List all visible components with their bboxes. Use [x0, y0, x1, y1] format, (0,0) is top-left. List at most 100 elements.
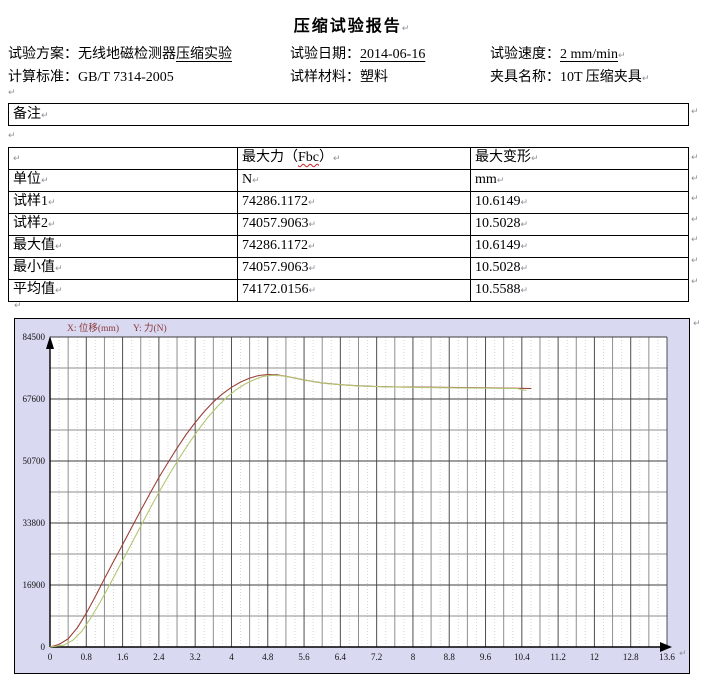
field-test-speed: 试验速度：2 mm/min↵	[490, 43, 698, 66]
paragraph-mark: ↵	[641, 74, 650, 84]
paragraph-mark: ↵	[520, 198, 529, 208]
table-cell: 试样1↵	[8, 191, 238, 214]
paragraph-mark: ↵	[691, 194, 699, 205]
paragraph-mark: ↵	[496, 176, 505, 186]
paragraph-mark: ↵	[693, 319, 701, 329]
paragraph-mark: ↵	[691, 107, 699, 117]
cell-value: N	[242, 172, 253, 187]
table-cell: 74057.9063↵	[237, 257, 471, 280]
x-tick-label: 5.6	[298, 652, 310, 662]
paragraph-mark: ↵	[691, 173, 699, 184]
header-text: ）	[319, 150, 333, 165]
header-term-spellcheck: Fbc	[298, 150, 319, 165]
paragraph-mark: ↵	[617, 51, 626, 61]
table-cell: 平均值↵	[8, 279, 238, 302]
x-tick-label: 9.6	[480, 652, 492, 662]
field-value: 塑料	[360, 70, 388, 85]
x-tick-label: 11.2	[550, 652, 565, 662]
paragraph-mark: ↵	[691, 255, 699, 266]
table-row: 单位↵ N↵ mm↵	[8, 169, 689, 192]
chart-legend: X: 位移(mm) Y: 力(N)	[67, 322, 167, 334]
paragraph-mark: ↵	[520, 220, 529, 230]
paragraph-mark: ↵	[691, 235, 699, 246]
table-header-max-deform: 最大变形↵	[470, 147, 689, 170]
field-value: 10T 压缩夹具	[560, 70, 642, 85]
x-tick-label: 4	[229, 652, 234, 662]
table-row: 最大值↵ 74286.1172↵ 10.6149↵	[8, 235, 689, 258]
cell-value: 平均值	[13, 282, 55, 297]
x-tick-label: 0	[48, 652, 53, 662]
paragraph-mark: ↵	[13, 154, 21, 164]
paragraph-mark: ↵	[252, 176, 260, 186]
cell-value: 最大值	[13, 238, 55, 253]
x-tick-label: 12	[590, 652, 599, 662]
table-cell-empty: ↵	[8, 147, 238, 170]
x-tick-label: 7.2	[371, 652, 382, 662]
field-value-underlined: 2 mm/min	[560, 47, 618, 62]
row-end-marks: ↵ ↵ ↵ ↵ ↵ ↵ ↵	[691, 148, 703, 292]
paragraph-mark: ↵	[531, 154, 539, 164]
paragraph-mark: ↵	[55, 286, 63, 296]
field-fixture-name: 夹具名称：10T 压缩夹具↵	[490, 66, 698, 89]
paragraph-mark: ↵	[520, 286, 529, 296]
cell-value: 10.6149	[475, 238, 521, 253]
x-tick-label: 1.6	[117, 652, 129, 662]
paragraph-mark: ↵	[679, 649, 687, 659]
table-cell: 最大值↵	[8, 235, 238, 258]
report-header: 试验方案：无线地磁检测器压缩实验 试验日期：2014-06-16 试验速度：2 …	[8, 43, 698, 89]
results-table: ↵ 最大力（Fbc）↵ 最大变形↵ 单位↵ N↵ mm↵ 试样1↵ 74286.1172…	[8, 147, 689, 302]
y-tick-label: 50700	[23, 456, 46, 466]
paragraph-mark: ↵	[691, 276, 699, 287]
paragraph-mark: ↵	[401, 24, 410, 34]
paragraph-mark: ↵	[307, 242, 316, 252]
field-value: 无线地磁检测器	[78, 47, 176, 62]
x-tick-label: 0.8	[81, 652, 93, 662]
field-sample-material: 试样材料：塑料	[290, 66, 490, 89]
table-row: 试样1↵ 74286.1172↵ 10.6149↵	[8, 191, 689, 214]
field-value: GB/T 7314-2005	[78, 70, 174, 85]
chart-canvas: 0 0.8 1.6 2.4 3.2 4 4.8 5.6 6.4 7.2 8 8.8 9.6 10.4 11.…	[23, 322, 676, 662]
field-label: 计算标准：	[8, 70, 78, 85]
cell-value: 74057.9063	[242, 260, 309, 275]
page-title-text: 压缩试验报告	[293, 18, 402, 35]
cell-value: 单位	[13, 172, 41, 187]
paragraph-mark: ↵	[308, 286, 317, 296]
table-cell: 10.5588↵	[470, 279, 689, 302]
paragraph-mark: ↵	[48, 220, 56, 230]
field-test-date: 试验日期：2014-06-16	[290, 43, 490, 66]
paragraph-mark: ↵	[8, 131, 16, 141]
y-tick-label: 67600	[23, 394, 46, 404]
header-row-2: 计算标准：GB/T 7314-2005 试样材料：塑料 夹具名称：10T 压缩夹…	[8, 66, 698, 89]
paragraph-mark: ↵	[55, 242, 63, 252]
x-tick-label: 12.8	[623, 652, 639, 662]
cell-value: 10.5028	[475, 260, 521, 275]
table-cell: 74057.9063↵	[237, 213, 471, 236]
header-row-1: 试验方案：无线地磁检测器压缩实验 试验日期：2014-06-16 试验速度：2 …	[8, 43, 698, 66]
field-test-scheme: 试验方案：无线地磁检测器压缩实验	[8, 43, 290, 66]
table-cell: 10.6149↵	[470, 191, 689, 214]
paragraph-mark: ↵	[55, 264, 63, 274]
x-axis-arrow-icon	[660, 642, 672, 652]
y-tick-label: 33800	[23, 518, 46, 528]
y-tick-label: 84500	[23, 332, 46, 342]
cell-value: 10.6149	[475, 194, 521, 209]
field-value-underlined: 压缩实验	[176, 47, 232, 62]
y-axis-arrow-icon	[46, 336, 54, 349]
x-tick-label: 4.8	[262, 652, 274, 662]
paragraph-mark: ↵	[48, 198, 56, 208]
page-title: 压缩试验报告↵	[0, 12, 703, 36]
paragraph-mark: ↵	[691, 214, 699, 225]
field-label: 试验方案：	[8, 47, 78, 62]
cell-value: mm	[475, 172, 497, 187]
field-calc-standard: 计算标准：GB/T 7314-2005	[8, 66, 290, 89]
force-displacement-chart: 0 0.8 1.6 2.4 3.2 4 4.8 5.6 6.4 7.2 8 8.8 9.6 10.4 11.…	[14, 318, 690, 674]
cell-value: 74172.0156	[242, 282, 309, 297]
x-tick-label: 10.4	[514, 652, 530, 662]
paragraph-mark: ↵	[520, 264, 529, 274]
y-tick-label: 0	[41, 642, 46, 652]
table-cell: 10.5028↵	[470, 257, 689, 280]
cell-value: 10.5028	[475, 216, 521, 231]
paragraph-mark: ↵	[308, 220, 317, 230]
field-value-underlined: 2014-06-16	[360, 47, 426, 62]
